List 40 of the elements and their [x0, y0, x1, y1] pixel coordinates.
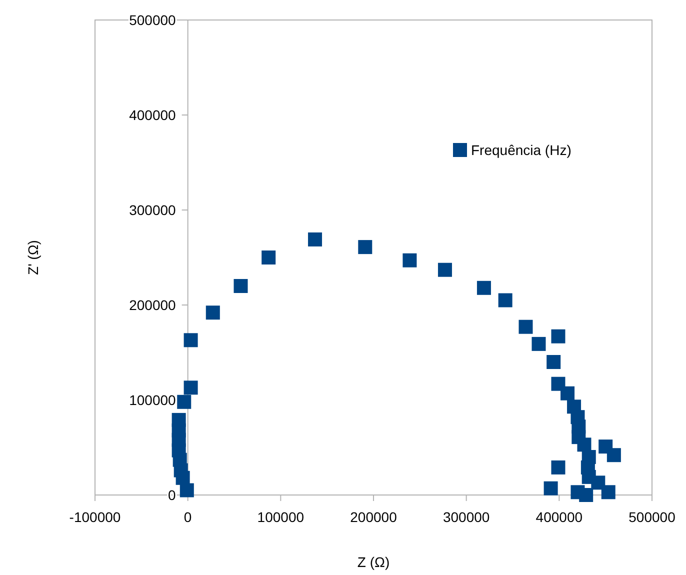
x-axis-title: Z (Ω): [357, 554, 390, 570]
point: [184, 380, 198, 395]
point: [551, 329, 566, 344]
y-tick-label: 200000: [129, 296, 176, 313]
x-tick-label: 400000: [536, 509, 583, 525]
point: [579, 488, 594, 502]
y-tick-label: 0: [168, 486, 176, 503]
point: [206, 306, 220, 320]
y-tick-label: 400000: [129, 106, 176, 123]
point: [476, 280, 491, 295]
point: [402, 253, 417, 268]
point: [184, 333, 198, 348]
y-tick-label: 300000: [129, 202, 176, 218]
x-tick-label: 100000: [257, 509, 304, 525]
point: [308, 232, 322, 246]
x-tick-label: -100000: [69, 509, 121, 525]
point: [358, 240, 372, 254]
point: [560, 386, 575, 400]
legend-label: Frequência (Hz): [471, 142, 572, 158]
point: [498, 293, 512, 308]
point: [518, 320, 533, 334]
point: [546, 355, 561, 369]
y-tick-label: 500000: [129, 12, 176, 28]
x-tick-label: 0: [184, 509, 192, 525]
point: [262, 250, 276, 264]
point: [591, 476, 606, 490]
point: [180, 483, 194, 498]
y-axis-title: Z' (Ω): [25, 240, 41, 275]
point: [177, 394, 192, 409]
x-tick-label: 200000: [350, 509, 398, 525]
x-tick-label: 500000: [628, 509, 676, 525]
x-tick-label: 300000: [442, 509, 490, 525]
y-tick-label: 100000: [129, 392, 176, 408]
point: [544, 481, 558, 496]
point: [438, 262, 452, 277]
point: [551, 460, 566, 474]
point: [606, 448, 621, 462]
point: [234, 279, 248, 293]
point: [601, 485, 616, 500]
point: [532, 336, 546, 351]
